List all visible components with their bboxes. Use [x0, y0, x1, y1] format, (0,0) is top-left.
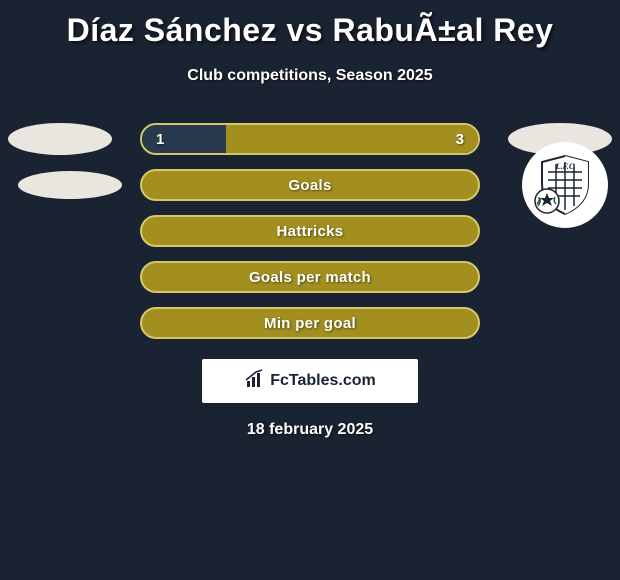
shield-icon: L.F.C [534, 154, 596, 216]
stat-row: Goals L.F.C [0, 167, 620, 203]
stat-rows: 1 Matches 3 Goals L.F.C [0, 121, 620, 341]
stat-row: Goals per match [0, 259, 620, 295]
stat-row: 1 Matches 3 [0, 121, 620, 157]
stat-row: Hattricks [0, 213, 620, 249]
attribution-box: FcTables.com [202, 359, 418, 403]
stat-seg-left [142, 125, 226, 153]
stat-label: Goals [288, 177, 331, 194]
stat-label: Hattricks [277, 223, 344, 240]
subtitle: Club competitions, Season 2025 [0, 67, 620, 85]
stat-right-value: 3 [456, 131, 464, 148]
stat-bar-gpm: Goals per match [140, 261, 480, 293]
svg-text:L.F.C: L.F.C [555, 162, 575, 171]
stat-bar-mpg: Min per goal [140, 307, 480, 339]
stat-bar-goals: Goals [140, 169, 480, 201]
stat-row: Min per goal [0, 305, 620, 341]
chart-icon [244, 368, 266, 395]
club-placeholder-left [18, 171, 122, 199]
stat-left-value: 1 [156, 131, 164, 148]
stat-bar-hattricks: Hattricks [140, 215, 480, 247]
club-placeholder-left [8, 123, 112, 155]
page-title: Díaz Sánchez vs RabuÃ±al Rey [0, 0, 620, 49]
stat-label: Goals per match [249, 269, 371, 286]
date-text: 18 february 2025 [0, 421, 620, 439]
stat-label: Min per goal [264, 315, 356, 332]
stat-bar-matches: 1 Matches 3 [140, 123, 480, 155]
stat-seg-right [226, 125, 478, 153]
attribution-text: FcTables.com [270, 372, 376, 390]
